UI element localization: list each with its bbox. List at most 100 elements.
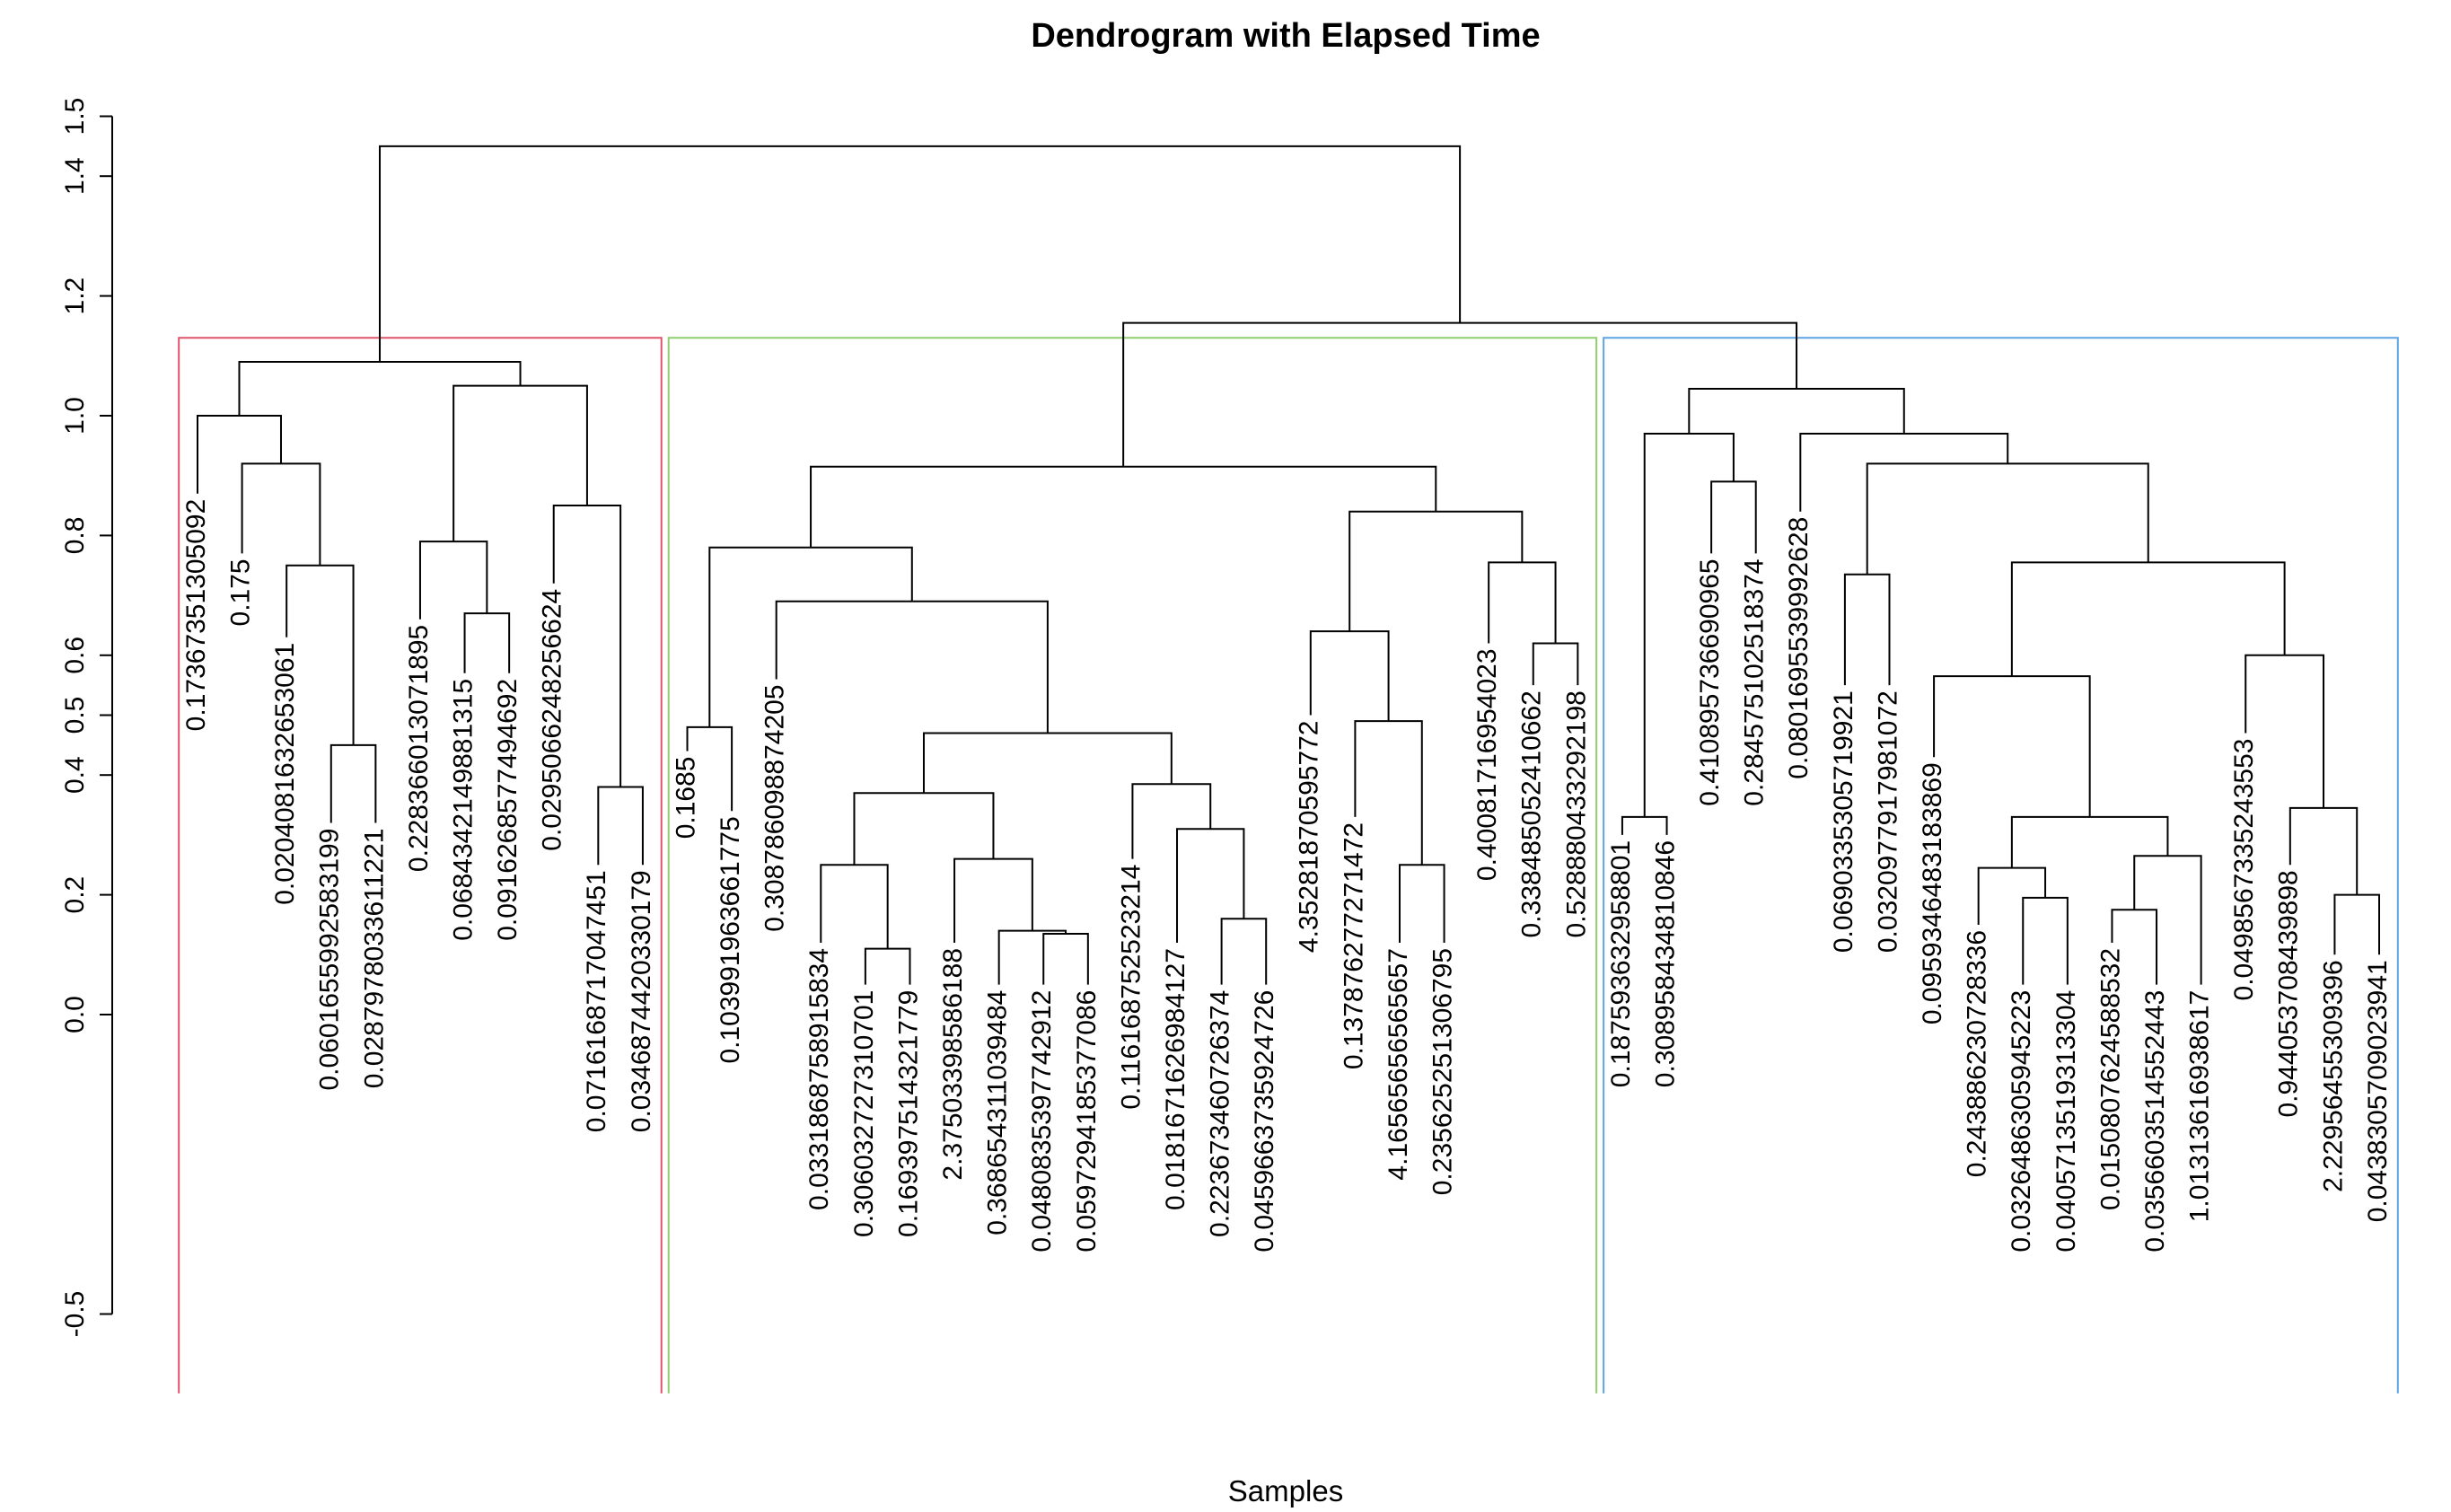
leaf-label: 0.0326486305945223 (2007, 990, 2036, 1253)
leaf-label: 0.0480835397742912 (1027, 990, 1057, 1253)
y-tick-label: 0.4 (60, 756, 90, 794)
leaf-label: 0.1685 (671, 757, 700, 840)
dendrogram-branch (463, 612, 511, 673)
dendrogram-branch (864, 947, 911, 985)
leaf-label: 0.0150807624588532 (2095, 948, 2125, 1210)
y-tick-label: 1.2 (60, 277, 90, 315)
cluster-box-1 (178, 337, 663, 1393)
dendrogram-branch (810, 465, 1437, 548)
dendrogram-branch (1042, 932, 1089, 985)
dendrogram-branch (1799, 433, 2009, 512)
cluster-box-3 (1603, 337, 2399, 1393)
leaf-label: 0.228366013071895 (404, 625, 434, 872)
leaf-label: 0.137876277271472 (1339, 822, 1368, 1069)
leaf-label: 0.338485052410662 (1517, 690, 1547, 937)
dendrogram-branch (2010, 815, 2169, 868)
leaf-label: 0.0690335305719921 (1829, 690, 1858, 953)
leaf-label: 0.944053708439898 (2274, 870, 2304, 1117)
cluster-boxes (178, 337, 2399, 1393)
dendrogram-branch (1398, 864, 1445, 943)
leaf-label: 0.410895736690965 (1695, 558, 1725, 805)
y-tick-label: 0.2 (60, 876, 90, 914)
y-tick-label: 0.8 (60, 517, 90, 555)
x-axis-title: Samples (1228, 1474, 1343, 1508)
y-tick-label: 1.4 (60, 157, 90, 195)
dendrogram-branch (997, 929, 1067, 985)
leaf-label: 4.35281870595772 (1295, 721, 1324, 954)
leaf-label: 0.0716168717047451 (582, 870, 611, 1132)
leaf-label: 0.0181671626984127 (1161, 948, 1190, 1210)
leaf-label: 0.528880433292198 (1561, 690, 1591, 937)
leaf-label: 0.0356603514552443 (2140, 990, 2170, 1253)
leaf-label: 0.0405713519313304 (2051, 990, 2081, 1253)
leaf-label: 0.175 (226, 558, 256, 626)
leaf-label: 0.0916268577494692 (493, 679, 523, 941)
dendrogram-branch (1122, 321, 1798, 467)
leaf-label: 0.0597294185377086 (1072, 990, 1102, 1253)
leaf-label: 0.368654311039484 (983, 990, 1013, 1235)
leaf-label: 0.40081716954023 (1472, 648, 1502, 881)
dendrogram-branch (1348, 510, 1524, 632)
leaf-label: 0.169397514321779 (893, 990, 923, 1237)
leaf-label: 0.0684342149881315 (448, 679, 478, 941)
leaf-labels: 0.17367351305092 0.175 0.0204081632653061 0… (181, 499, 2393, 1253)
dendrogram-branch (2333, 893, 2380, 955)
dendrogram-branch (1933, 675, 2091, 817)
dendrogram-branch (379, 145, 1462, 362)
leaf-label: 2.22956455309396 (2318, 960, 2348, 1192)
leaf-label: 0.0438305709023941 (2363, 960, 2393, 1222)
leaf-label: 0.223673460726374 (1206, 990, 1235, 1237)
dendrogram-branch (1866, 462, 2149, 575)
leaf-label: 2.37503398586188 (938, 948, 968, 1181)
chart-title: Dendrogram with Elapsed Time (1031, 17, 1540, 55)
y-axis: -0.5 0.0 0.2 0.4 0.5 0.6 0.8 1.0 1.2 1.4 1.5 (60, 98, 113, 1337)
dendrogram-branch (820, 864, 889, 949)
dendrogram-branch (329, 743, 377, 823)
leaf-label: 0.284575102518374 (1740, 558, 1770, 805)
dendrogram-branch (1532, 642, 1579, 686)
dendrogram-branch (1688, 387, 1905, 435)
leaf-label: 0.235625251306795 (1428, 948, 1457, 1195)
dendrogram-branches (197, 145, 2380, 985)
dendrogram-branch (2010, 561, 2286, 677)
leaf-label: 0.308786098874205 (760, 684, 790, 931)
dendrogram-branch (2022, 896, 2069, 985)
dendrogram-branch (1843, 573, 1891, 686)
dendrogram-branch (1710, 480, 1757, 554)
dendrogram-branch (2111, 909, 2158, 985)
dendrogram-branch (452, 384, 588, 542)
y-tick-label: 0.5 (60, 697, 90, 734)
cluster-box-2 (667, 337, 1598, 1393)
leaf-label: 0.187593632958801 (1606, 840, 1636, 1087)
leaf-label: 1.01313616938617 (2185, 990, 2215, 1223)
dendrogram-branch (853, 792, 995, 866)
dendrogram-branch (418, 541, 488, 620)
dendrogram-branch (1220, 918, 1268, 985)
leaf-label: 0.0204081632653061 (270, 643, 300, 905)
leaf-label: 0.0801695539992628 (1784, 517, 1814, 779)
leaf-label: 4.16565656565657 (1384, 948, 1413, 1181)
dendrogram-branch (197, 415, 282, 494)
leaf-label: 0.306032727310701 (849, 990, 879, 1237)
leaf-label: 0.0295066248256624 (538, 589, 567, 851)
leaf-label: 0.0346874420330179 (627, 870, 656, 1132)
dendrogram-branch (597, 786, 644, 866)
y-tick-label: 1.5 (60, 98, 90, 136)
dendrogram-branch (2133, 855, 2202, 985)
dendrogram-branch (1176, 828, 1245, 943)
y-tick-label: 1.0 (60, 397, 90, 435)
dendrogram-branch (1309, 630, 1390, 722)
dendrogram-branch (1977, 866, 2047, 925)
dendrogram-branch (238, 360, 522, 416)
dendrogram-branch (1488, 561, 1557, 644)
y-tick-label: 0.6 (60, 637, 90, 674)
leaf-label: 0.0287978033611221 (359, 829, 389, 1089)
y-tick-label: 0.0 (60, 996, 90, 1033)
leaf-label: 0.0320977917981072 (1873, 690, 1902, 953)
dendrogram-branch (1621, 815, 1668, 835)
leaf-label: 0.0601655992583199 (315, 829, 345, 1091)
dendrogram-branch (775, 600, 1049, 734)
leaf-label: 0.116168752523214 (1116, 865, 1146, 1110)
leaf-label: 0.308958434810846 (1650, 840, 1680, 1087)
